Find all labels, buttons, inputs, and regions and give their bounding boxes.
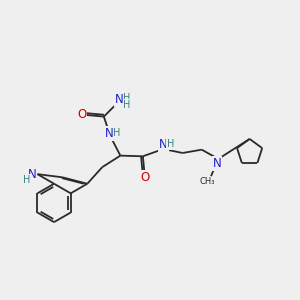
Text: N: N xyxy=(213,157,221,170)
Text: O: O xyxy=(140,171,149,184)
Text: N: N xyxy=(115,93,123,106)
Text: H: H xyxy=(123,93,131,103)
Text: N: N xyxy=(159,138,168,151)
Text: H: H xyxy=(113,128,121,138)
Text: H: H xyxy=(167,140,174,149)
Text: CH₃: CH₃ xyxy=(199,177,215,186)
Text: N: N xyxy=(27,168,36,181)
Text: N: N xyxy=(105,127,113,140)
Text: H: H xyxy=(23,175,30,185)
Text: O: O xyxy=(77,108,86,122)
Text: H: H xyxy=(123,100,131,110)
